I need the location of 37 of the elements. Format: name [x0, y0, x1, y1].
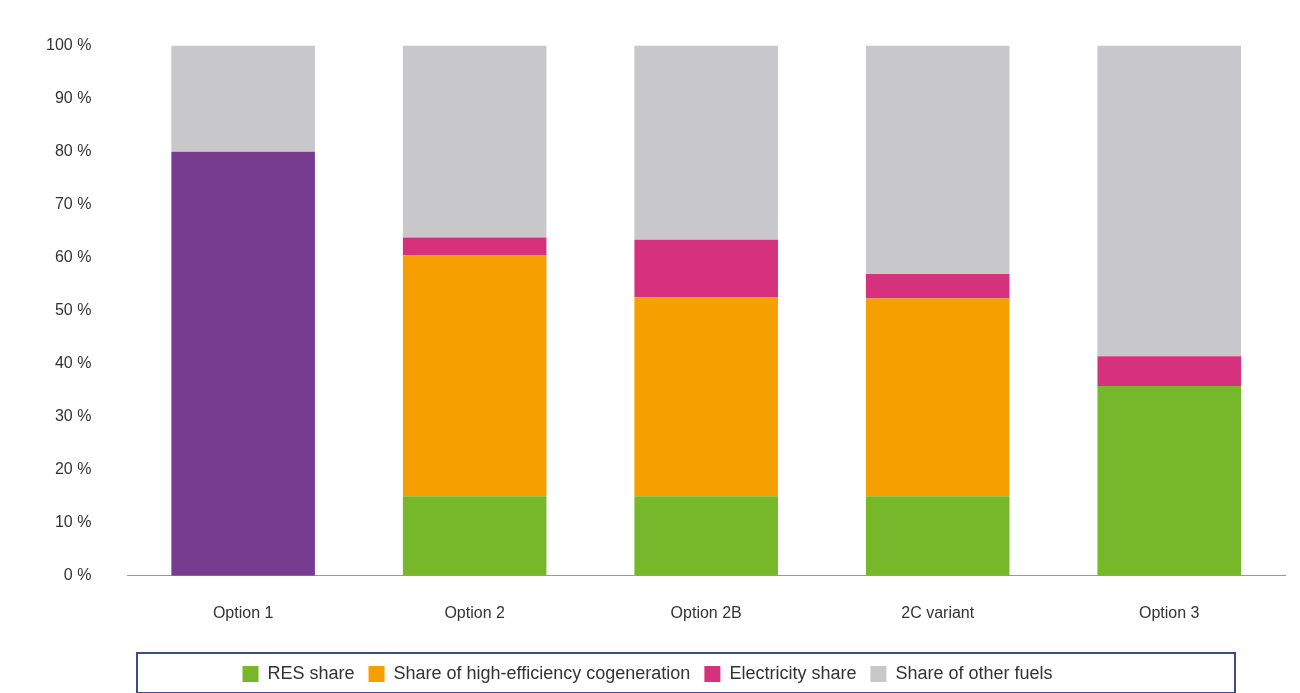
x-tick-label: 2C variant [901, 603, 975, 621]
y-tick-label: 50 % [54, 301, 92, 319]
bar [1097, 45, 1242, 357]
x-tick-label: Option 2 [444, 603, 505, 621]
x-tick-label: Option 3 [1138, 603, 1200, 621]
bar [634, 45, 778, 240]
x-tick-label: Option 2B [670, 603, 742, 621]
bar [865, 45, 1010, 275]
bar [402, 255, 547, 497]
y-tick-label: 40 % [54, 354, 92, 372]
bar [634, 297, 778, 497]
bar [402, 237, 547, 256]
bar [865, 496, 1010, 576]
bar [865, 298, 1010, 497]
y-tick-label: 70 % [54, 195, 92, 213]
bar [402, 45, 547, 238]
legend-label: Electricity share [729, 662, 857, 683]
y-tick-label: 60 % [54, 248, 92, 266]
bar [865, 274, 1010, 299]
y-tick-label: 10 % [54, 513, 92, 531]
y-tick-label: 20 % [54, 460, 92, 478]
bar [1097, 385, 1242, 576]
y-tick-label: 30 % [54, 407, 92, 425]
legend-label: RES share [267, 662, 355, 683]
bar [634, 496, 778, 576]
y-tick-label: 100 % [45, 36, 92, 54]
y-tick-label: 0 % [63, 566, 92, 584]
legend-label: Share of other fuels [895, 662, 1053, 683]
legend-label: Share of high-efficiency cogeneration [393, 662, 691, 683]
bar [171, 151, 315, 576]
bar [634, 239, 778, 298]
y-tick-label: 90 % [54, 89, 92, 107]
y-tick-label: 80 % [54, 142, 92, 160]
bar [1097, 356, 1242, 386]
bar [171, 45, 315, 152]
x-tick-label: Option 1 [212, 603, 274, 621]
bar [402, 496, 547, 576]
